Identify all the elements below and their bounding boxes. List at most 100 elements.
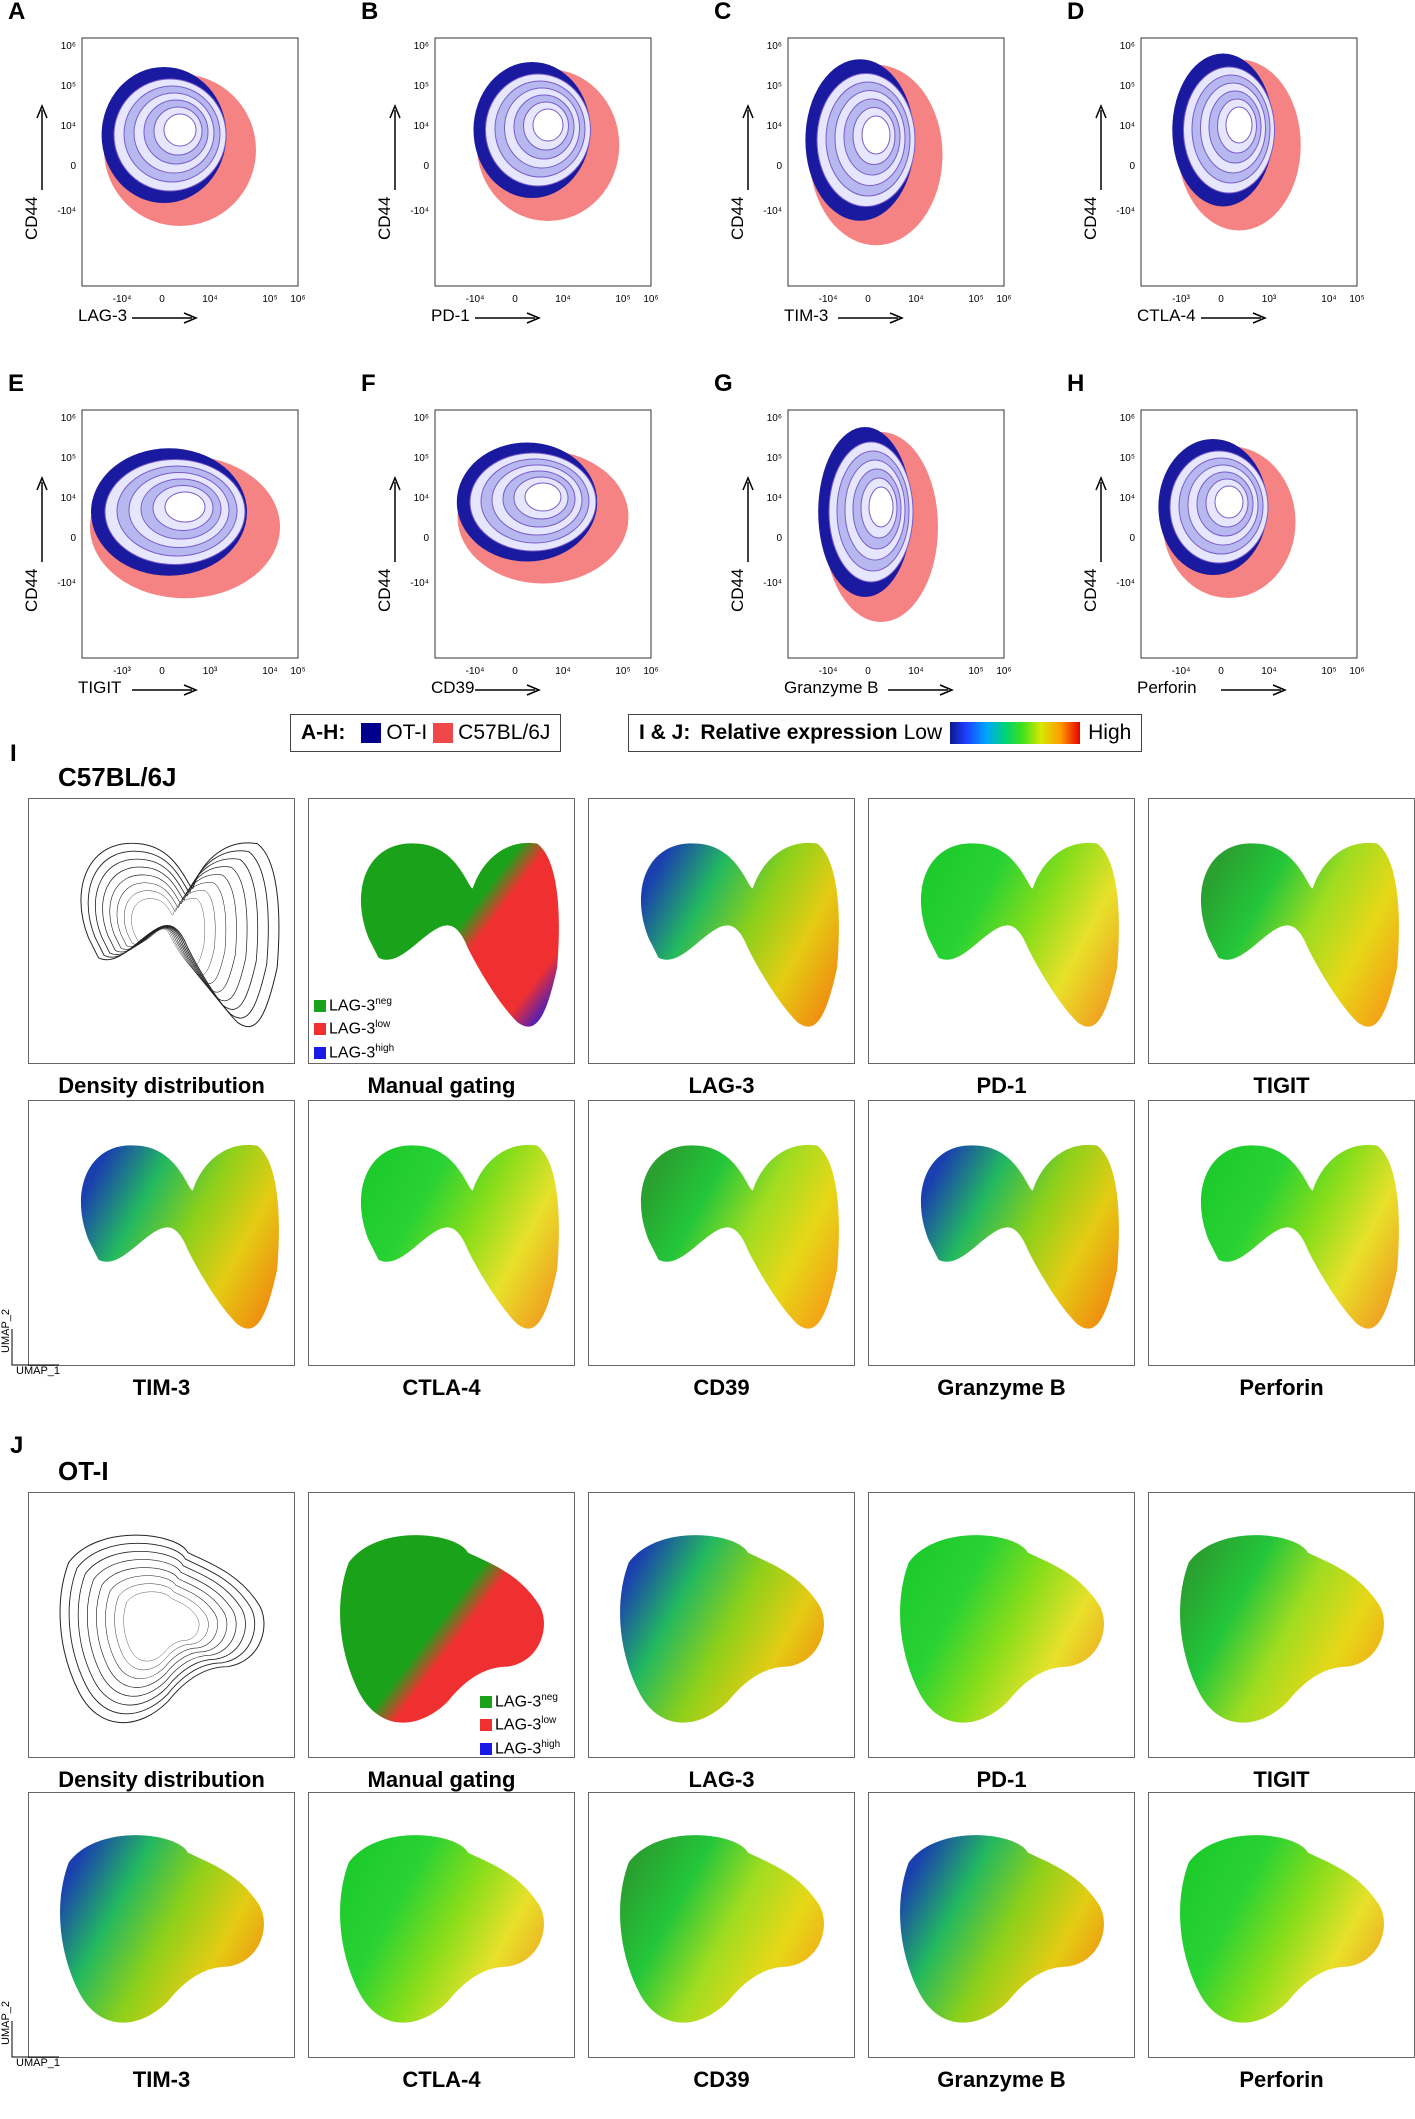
umap-caption: LAG-3 xyxy=(688,1073,755,1098)
umap-plot xyxy=(360,1144,559,1329)
contour-line xyxy=(524,482,562,512)
x-tick-label: 10⁵ xyxy=(968,294,983,305)
x-tick-label: 10⁵ xyxy=(1321,666,1336,677)
umap-panel-j-7 xyxy=(588,1792,855,2058)
contour-line xyxy=(868,486,894,528)
umap-panel-i-0 xyxy=(28,798,295,1064)
legend-ot1-label: OT-I xyxy=(386,721,428,744)
c57-swatch xyxy=(433,723,454,743)
gating-label: LAG-3 xyxy=(329,1043,376,1061)
y-tick-label: 0 xyxy=(70,161,76,172)
expression-population xyxy=(1200,1144,1399,1329)
x-tick-label: -10⁴ xyxy=(466,666,485,677)
gating-label: LAG-3 xyxy=(329,997,376,1015)
panel-letter-c: C xyxy=(714,0,732,25)
density-contour xyxy=(102,866,248,1002)
umap-plot xyxy=(1180,1835,1384,2023)
umap-plot xyxy=(620,1535,824,1723)
y-tick-label: 10⁴ xyxy=(767,121,782,132)
x-tick-label: 10⁴ xyxy=(555,666,570,677)
flow-panel-f: F 10⁶ 10⁵ 10⁴ 0 -10⁴ -10⁴ 0 10⁴ 10⁵ 10⁶ CD44 CD39 xyxy=(361,370,663,697)
flow-panel-a: A 10⁶ 10⁵ 10⁴ 0 -10⁴ -10⁴ 0 10⁴ 10⁵ 10⁶ CD44 LAG-3 xyxy=(8,0,310,325)
panel-letter-d: D xyxy=(1067,0,1085,25)
gating-swatch xyxy=(314,1046,326,1059)
expression-population xyxy=(360,1144,559,1329)
y-tick-label: -10⁴ xyxy=(410,578,429,589)
density-contour xyxy=(114,1583,209,1671)
y-axis-arrow xyxy=(389,476,401,562)
density-contour xyxy=(68,1542,256,1715)
x-tick-label: 10⁴ xyxy=(555,294,570,305)
gating-swatch xyxy=(480,1742,492,1755)
flow-panel-d: D 10⁶ 10⁵ 10⁴ 0 -10⁴ -10³ 0 10³ 10⁴ 10⁵ CD44 CTLA-4 xyxy=(1067,0,1369,325)
y-tick-label: 0 xyxy=(70,533,76,544)
flow-plot: 10⁶ 10⁵ 10⁴ 0 -10⁴ -10⁴ 0 10⁴ 10⁵ 10⁶ xyxy=(389,409,659,696)
umap-plot xyxy=(59,1534,265,1724)
x-tick-label: 0 xyxy=(1218,294,1224,305)
y-tick-label: 10⁶ xyxy=(1120,413,1135,424)
expression-population xyxy=(1180,1835,1384,2023)
y-axis-arrow xyxy=(36,104,48,190)
legend-a-h: A-H: OT-I C57BL/6J xyxy=(290,714,562,752)
legend-low-label: Low xyxy=(903,721,943,744)
y-tick-label: 10⁵ xyxy=(767,81,782,92)
x-tick-label: -10⁴ xyxy=(819,666,838,677)
x-tick-label: 10⁶ xyxy=(643,294,658,305)
expression-population xyxy=(640,842,839,1027)
y-tick-label: 10⁵ xyxy=(414,81,429,92)
y-tick-label: 10⁴ xyxy=(1120,493,1135,504)
x-tick-label: -10³ xyxy=(1172,294,1190,305)
umap-plot xyxy=(1200,1144,1399,1329)
x-tick-label: 10³ xyxy=(1262,294,1277,305)
y-tick-label: 0 xyxy=(423,161,429,172)
y-tick-label: 10⁴ xyxy=(61,493,76,504)
y-tick-label: 10⁵ xyxy=(767,453,782,464)
contour-line xyxy=(163,113,197,147)
x-axis-label: LAG-3 xyxy=(78,306,128,325)
expression-population xyxy=(1180,1535,1384,1723)
panel-letter-a: A xyxy=(8,0,26,25)
umap-panel-i-7 xyxy=(588,1100,855,1366)
umap-caption: Perforin xyxy=(1239,1375,1324,1400)
umap-plot xyxy=(1200,842,1399,1027)
flow-plot: 10⁶ 10⁵ 10⁴ 0 -10⁴ -10⁴ 0 10⁴ 10⁵ 10⁶ xyxy=(1095,409,1365,696)
x-tick-label: 0 xyxy=(512,294,518,305)
x-tick-label: -10³ xyxy=(113,666,131,677)
y-tick-label: -10⁴ xyxy=(57,578,76,589)
flow-plot: 10⁶ 10⁵ 10⁴ 0 -10⁴ -10³ 0 10³ 10⁴ 10⁵ xyxy=(1095,37,1365,324)
panel-letter-e: E xyxy=(8,370,25,397)
gating-legend: LAG-3neg LAG-3low LAG-3high xyxy=(480,1688,560,1758)
expression-population xyxy=(640,1144,839,1329)
x-axis-label: TIM-3 xyxy=(784,306,829,325)
density-contour xyxy=(87,850,269,1019)
umap-caption: TIGIT xyxy=(1253,1073,1310,1098)
y-tick-label: 10⁴ xyxy=(414,493,429,504)
umap-caption: Manual gating xyxy=(367,1073,516,1098)
umap-panel-i-4 xyxy=(1148,798,1415,1064)
umap-plot xyxy=(900,1535,1104,1723)
umap-panel-i-5 xyxy=(28,1100,295,1366)
umap-y-label: UMAP_2 xyxy=(0,2000,12,2045)
y-tick-label: 10⁶ xyxy=(414,413,429,424)
umap-caption: Manual gating xyxy=(367,1767,516,1792)
gating-legend: LAG-3neg LAG-3low LAG-3high xyxy=(314,992,394,1062)
umap-caption: TIGIT xyxy=(1253,1767,1310,1792)
legend-i-j-tag: I & J: xyxy=(639,721,691,744)
contour-line xyxy=(532,108,564,142)
gating-swatch xyxy=(480,1719,492,1732)
umap-plot xyxy=(620,1835,824,2023)
umap-x-label: UMAP_1 xyxy=(16,2057,61,2069)
umap-panel-j-9 xyxy=(1148,1792,1415,2058)
expression-population xyxy=(340,1835,544,2023)
expression-population xyxy=(620,1535,824,1723)
density-contour xyxy=(77,1550,246,1706)
gating-label: LAG-3 xyxy=(329,1020,376,1038)
gating-label: LAG-3 xyxy=(495,1693,542,1711)
x-axis-label: PD-1 xyxy=(431,306,470,325)
umap-plot xyxy=(920,1144,1119,1329)
umap-caption: TIM-3 xyxy=(132,1375,191,1400)
ot1-swatch xyxy=(361,723,382,743)
density-contour xyxy=(80,842,280,1028)
x-tick-label: 0 xyxy=(865,294,871,305)
expression-population xyxy=(900,1535,1104,1723)
